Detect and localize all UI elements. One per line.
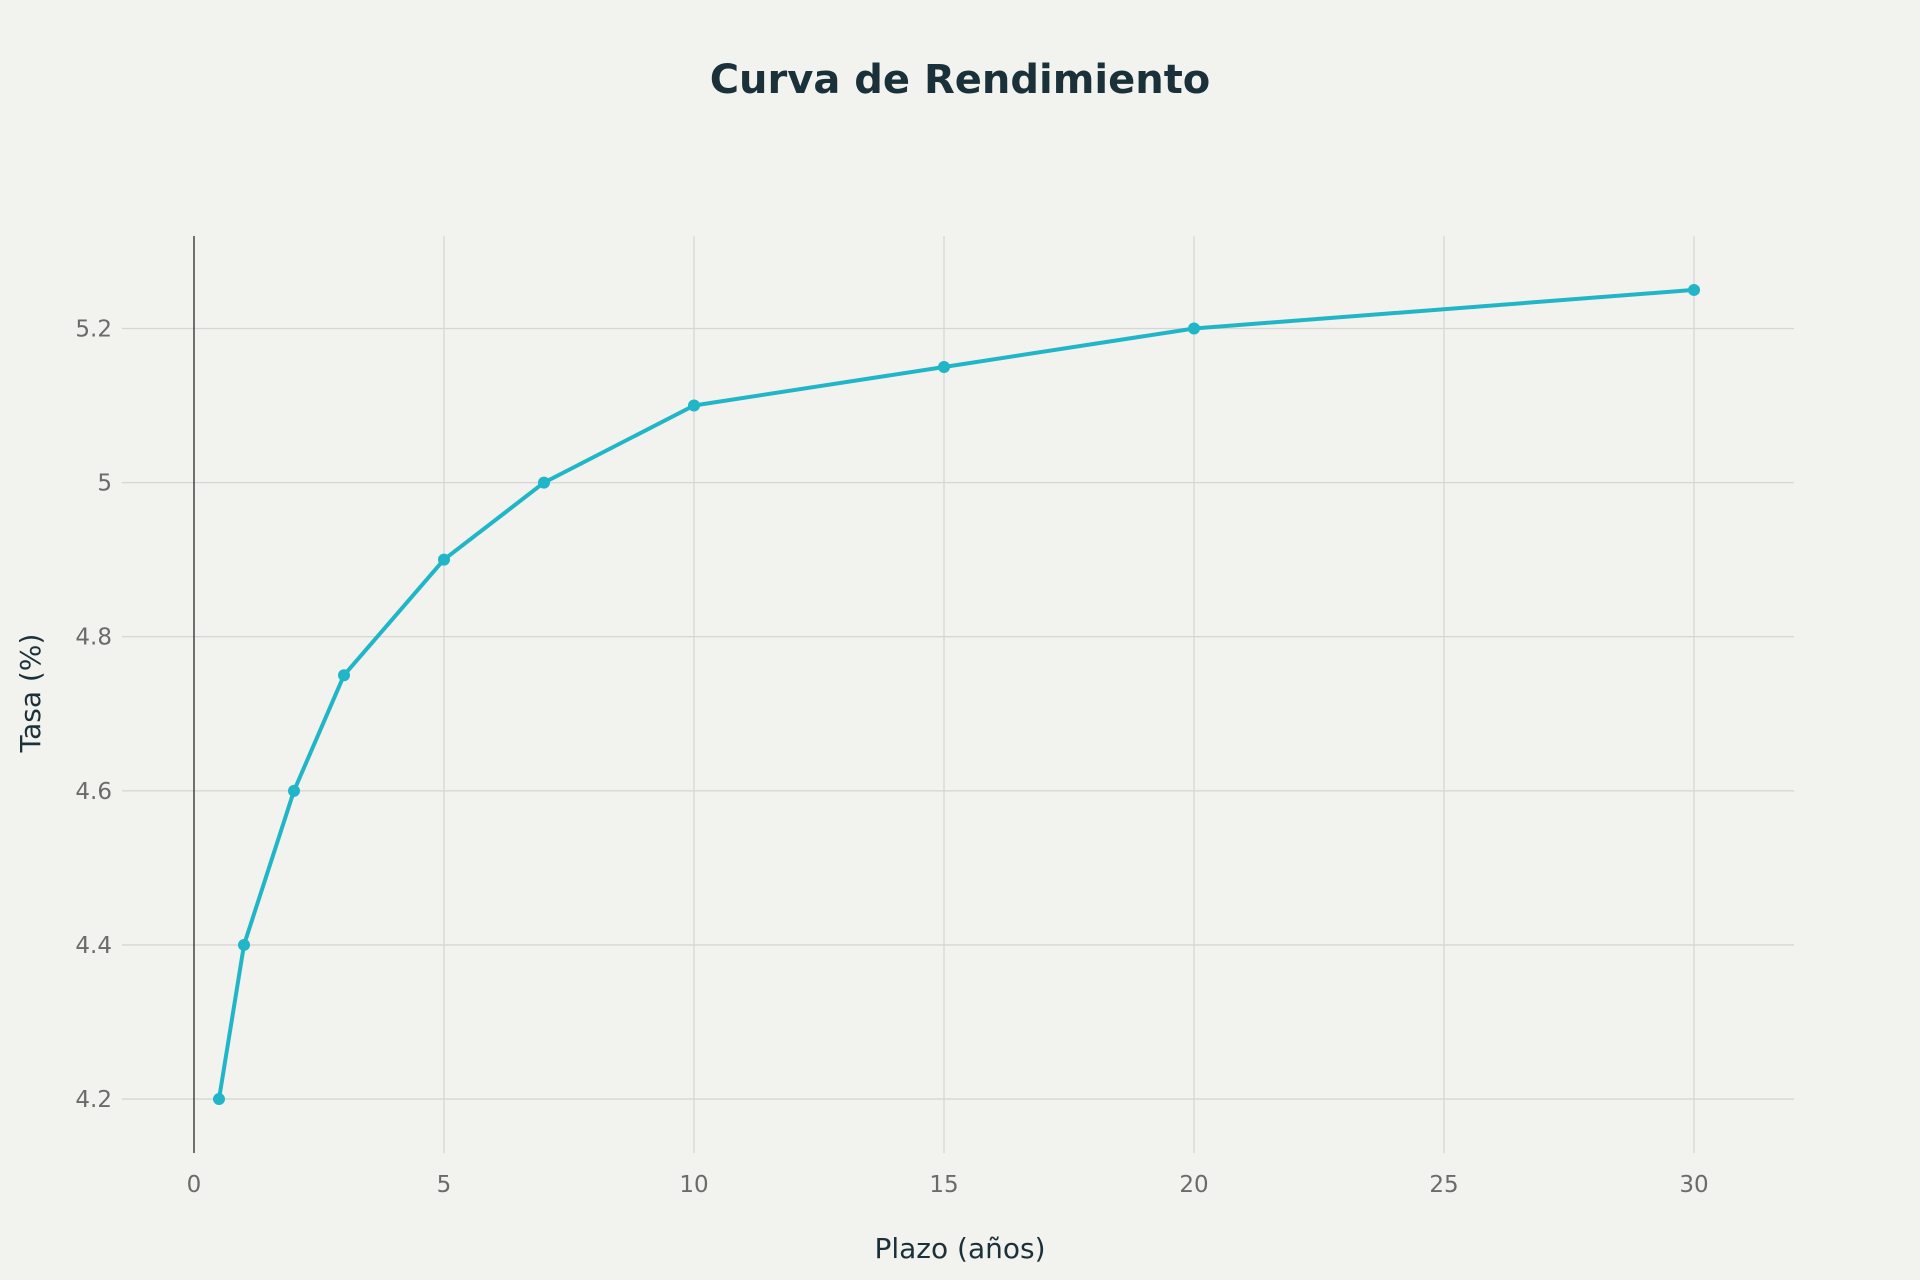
x-tick-label-30: 30 [1679,1172,1708,1198]
y-axis-ticks: 4.2 4.4 4.6 4.8 5 5.2 [75,316,112,1113]
y-tick-label-5.2: 5.2 [75,316,112,342]
data-point-0-8 [1188,322,1200,335]
y-tick-label-5: 5 [97,471,112,497]
data-point-0-4 [438,553,450,566]
x-axis-title: Plazo (años) [874,1232,1045,1265]
chart-title: Curva de Rendimiento [710,57,1211,103]
data-point-0-0 [213,1093,225,1106]
x-tick-label-0: 0 [187,1172,202,1198]
y-tick-label-4.8: 4.8 [75,625,112,651]
x-tick-label-5: 5 [437,1172,452,1198]
data-point-0-6 [688,399,700,412]
x-tick-label-15: 15 [929,1172,958,1198]
data-point-0-1 [238,938,250,951]
x-tick-label-25: 25 [1429,1172,1458,1198]
x-tick-label-10: 10 [679,1172,708,1198]
data-point-0-5 [538,476,550,489]
data-point-0-3 [338,669,350,682]
data-point-0-2 [288,784,300,797]
y-tick-label-4.4: 4.4 [75,933,112,959]
series-line-0 [217,287,1696,1102]
gridlines [122,236,1794,1153]
y-tick-label-4.6: 4.6 [75,779,112,805]
x-axis-ticks: 0 5 10 15 20 25 30 [187,1172,1709,1198]
data-point-0-7 [938,361,950,373]
x-tick-label-20: 20 [1179,1172,1208,1198]
series-layer [213,283,1700,1106]
y-axis-title: Tasa (%) [14,634,47,754]
y-tick-label-4.2: 4.2 [75,1087,112,1113]
data-point-0-9 [1688,283,1700,296]
